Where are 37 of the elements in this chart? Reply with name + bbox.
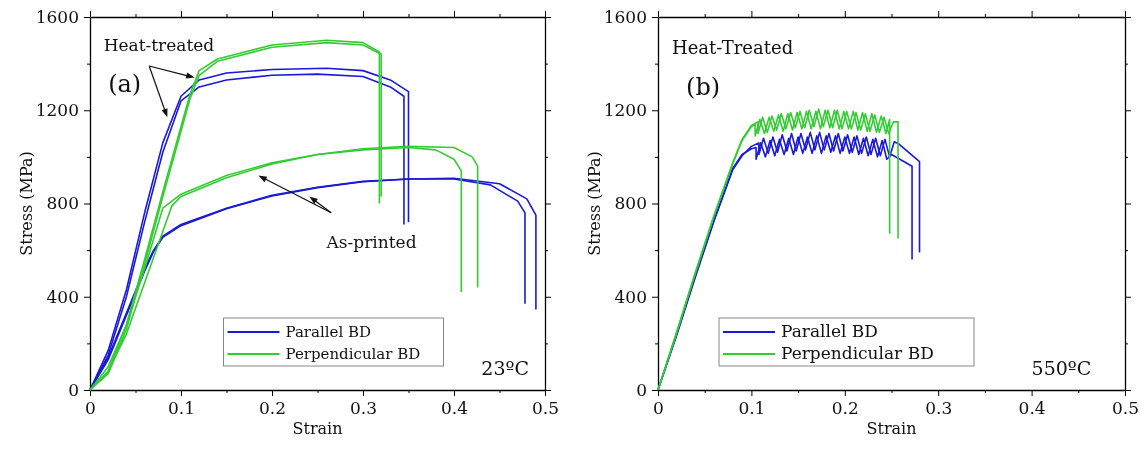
annotation: 550ºC	[1031, 357, 1092, 380]
legend-label: Parallel BD	[285, 323, 372, 341]
x-axis-title: Strain	[292, 419, 343, 438]
legend-label: Perpendicular BD	[285, 345, 421, 363]
x-tick-label: 0.3	[925, 398, 953, 419]
x-tick-label: 0.5	[1111, 398, 1140, 419]
annotation: (b)	[686, 73, 721, 102]
y-tick-label: 1200	[35, 100, 79, 121]
y-tick-label: 800	[614, 193, 647, 214]
x-tick-label: 0.2	[831, 398, 859, 419]
annotation: Heat-Treated	[672, 37, 794, 59]
x-tick-label: 0.5	[531, 398, 560, 419]
y-axis-title: Stress (MPa)	[585, 151, 604, 256]
y-tick-label: 0	[68, 379, 79, 400]
y-tick-label: 1600	[603, 6, 647, 27]
y-axis-title: Stress (MPa)	[17, 151, 36, 256]
legend-label: Parallel BD	[781, 321, 878, 341]
x-tick-label: 0	[85, 398, 96, 419]
y-tick-label: 400	[46, 286, 79, 307]
annotation: As-printed	[325, 232, 417, 253]
annotation: (a)	[108, 69, 142, 98]
x-tick-label: 0.4	[440, 398, 469, 419]
annotation: Heat-treated	[103, 34, 215, 55]
x-tick-label: 0.4	[1018, 398, 1046, 419]
annotation: 23ºC	[481, 357, 529, 380]
x-tick-label: 0.3	[349, 398, 378, 419]
x-tick-label: 0.1	[738, 398, 766, 419]
y-tick-label: 0	[636, 379, 647, 400]
legend-label: Perpendicular BD	[781, 343, 934, 363]
y-tick-label: 800	[46, 193, 79, 214]
y-tick-label: 1600	[35, 6, 79, 27]
x-tick-label: 0	[653, 398, 664, 419]
y-tick-label: 1200	[603, 100, 647, 121]
x-tick-label: 0.1	[167, 398, 196, 419]
x-axis-title: Strain	[866, 419, 917, 438]
y-tick-label: 400	[614, 286, 647, 307]
x-tick-label: 0.2	[258, 398, 287, 419]
